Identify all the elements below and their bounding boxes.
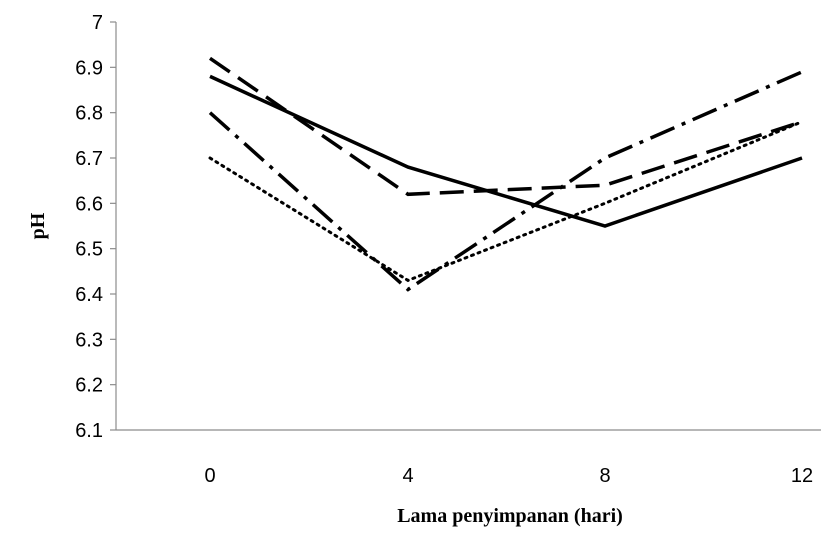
- series-line-dotted: [208, 120, 804, 283]
- y-tick-label: 6.4: [75, 284, 103, 306]
- series-line-dashed: [209, 56, 803, 197]
- x-axis-ticks: 0 4 8 12: [204, 465, 813, 487]
- x-tick-label: 12: [791, 465, 813, 487]
- y-tick-label: 6.9: [75, 57, 103, 79]
- x-tick-label: 4: [402, 465, 413, 487]
- series-line-dash-dot: [208, 70, 803, 292]
- y-tick-label: 6.5: [75, 239, 103, 261]
- x-tick-label: 8: [599, 465, 610, 487]
- y-axis-ticks: 6.1 6.2 6.3 6.4 6.5 6.6 6.7 6.8 6.9 7: [75, 12, 116, 442]
- y-axis-title: pH: [27, 212, 49, 239]
- x-tick-label: 0: [204, 465, 215, 487]
- y-tick-label: 6.1: [75, 420, 103, 442]
- x-axis-title: Lama penyimpanan (hari): [397, 505, 623, 527]
- series-lines: [208, 56, 804, 292]
- series-line-solid: [209, 74, 803, 228]
- y-tick-label: 6.2: [75, 375, 103, 397]
- y-tick-label: 6.8: [75, 103, 103, 125]
- y-tick-label: 6.6: [75, 193, 103, 215]
- y-tick-label: 7: [92, 12, 103, 34]
- y-tick-label: 6.7: [75, 148, 103, 170]
- y-tick-label: 6.3: [75, 329, 103, 351]
